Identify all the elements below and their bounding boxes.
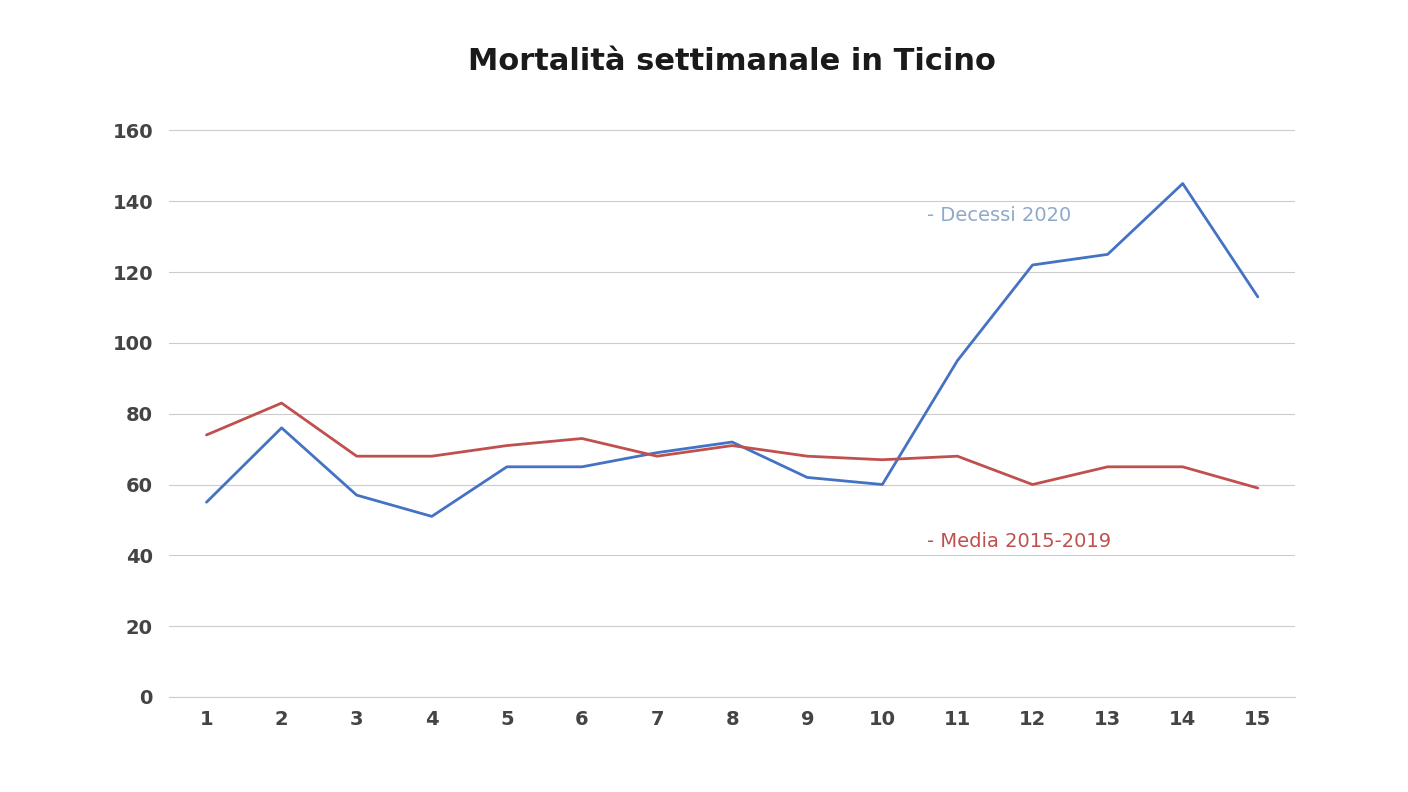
Text: - Decessi 2020: - Decessi 2020 <box>928 206 1071 225</box>
Text: - Media 2015-2019: - Media 2015-2019 <box>928 531 1111 550</box>
Title: Mortalità settimanale in Ticino: Mortalità settimanale in Ticino <box>469 47 995 76</box>
